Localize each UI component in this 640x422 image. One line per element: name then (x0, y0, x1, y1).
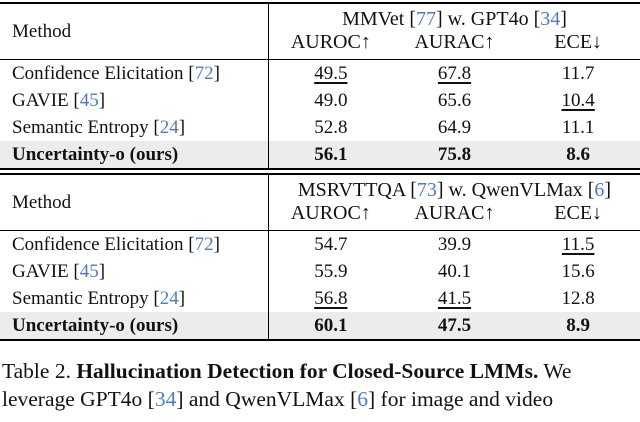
value-cells: 49.0 65.6 10.4 (268, 87, 640, 114)
value-cell: 75.8 (437, 144, 472, 165)
value-cell: 52.8 (314, 117, 348, 138)
value-cell: 60.1 (314, 315, 348, 336)
value-cell: 49.0 (314, 90, 348, 111)
column-header: ECE↓ (554, 202, 603, 224)
results-table-figure: Method MMVet [77] w. GPT4o [34] AUROC↑ AURA… (0, 2, 640, 413)
method-cell: Uncertainty-o (ours) (12, 315, 179, 336)
value-cells: 56.1 75.8 8.6 (268, 141, 640, 168)
value-cell: 39.9 (437, 234, 472, 255)
column-header: AUROC↑ (290, 31, 371, 53)
table-body: Confidence Elicitation [72] 54.7 39.9 11.5 G… (0, 230, 640, 339)
value-cell: 56.1 (314, 144, 348, 165)
method-cell: Semantic Entropy [24] (12, 117, 186, 138)
table-header: Method MMVet [77] w. GPT4o [34] AUROC↑ AURA… (0, 4, 640, 59)
table-caption: Table 2. Hallucination Detection for Clo… (2, 357, 638, 413)
citation-link[interactable]: 77 (415, 8, 436, 30)
table-row: Uncertainty-o (ours) 56.1 75.8 8.6 (0, 141, 640, 168)
citation-link[interactable]: 72 (194, 63, 214, 84)
value-cell: 56.8 (314, 288, 348, 309)
column-header: AURAC↑ (414, 31, 495, 53)
method-cell: Confidence Elicitation [72] (12, 234, 220, 255)
citation-link[interactable]: 45 (79, 261, 99, 282)
value-cell: 65.6 (437, 90, 472, 111)
benchmark-group-title: MMVet [77] w. GPT4o [34] (342, 8, 567, 30)
value-cell: 55.9 (314, 261, 348, 282)
value-cell: 67.8 (437, 63, 472, 84)
method-cell: GAVIE [45] (12, 90, 106, 111)
value-cell: 12.8 (561, 288, 595, 309)
value-cells: 52.8 64.9 11.1 (268, 114, 640, 141)
method-column-header: Method (12, 191, 72, 213)
citation-link[interactable]: 72 (194, 234, 214, 255)
benchmark-group-title: MSRVTTQA [73] w. QwenVLMax [6] (297, 179, 612, 201)
column-header: AURAC↑ (414, 202, 495, 224)
column-header: AUROC↑ (290, 202, 371, 224)
table-row: GAVIE [45] 55.9 40.1 15.6 (0, 258, 640, 285)
value-cell: 8.6 (566, 144, 591, 165)
metrics-header-group: MSRVTTQA [73] w. QwenVLMax [6] AUROC↑ AURA… (268, 175, 640, 230)
column-header: ECE↓ (554, 31, 603, 53)
citation-link[interactable]: 34 (154, 387, 177, 411)
citation-link[interactable]: 24 (159, 117, 179, 138)
method-cell: Semantic Entropy [24] (12, 288, 186, 309)
table-row: Confidence Elicitation [72] 54.7 39.9 11.5 (0, 231, 640, 258)
value-cells: 56.8 41.5 12.8 (268, 285, 640, 312)
results-table-1: Method MMVet [77] w. GPT4o [34] AUROC↑ AURA… (0, 2, 640, 170)
citation-link[interactable]: 45 (79, 90, 99, 111)
value-cell: 49.5 (314, 63, 348, 84)
citation-link[interactable]: 34 (540, 8, 561, 30)
value-cell: 15.6 (561, 261, 595, 282)
metrics-header-group: MMVet [77] w. GPT4o [34] AUROC↑ AURAC↑ ECE↓ (268, 4, 640, 59)
caption-label: Table 2. (2, 359, 71, 383)
method-cell: Confidence Elicitation [72] (12, 63, 220, 84)
value-cell: 40.1 (437, 261, 472, 282)
value-cell: 41.5 (437, 288, 472, 309)
table-header: Method MSRVTTQA [73] w. QwenVLMax [6] AURO… (0, 175, 640, 230)
method-column-header: Method (12, 20, 72, 42)
table-row: Confidence Elicitation [72] 49.5 67.8 11.7 (0, 60, 640, 87)
value-cell: 8.9 (566, 315, 591, 336)
method-cell: Uncertainty-o (ours) (12, 144, 179, 165)
value-cells: 55.9 40.1 15.6 (268, 258, 640, 285)
value-cell: 11.7 (561, 63, 595, 84)
caption-text: We leverage GPT4o [34] and QwenVLMax [6]… (2, 359, 572, 411)
tables-container: Method MMVet [77] w. GPT4o [34] AUROC↑ AURA… (0, 2, 640, 341)
value-cell: 64.9 (437, 117, 472, 138)
citation-link[interactable]: 6 (357, 387, 368, 411)
value-cell: 54.7 (314, 234, 348, 255)
caption-title: Hallucination Detection for Closed-Sourc… (76, 359, 539, 383)
value-cells: 54.7 39.9 11.5 (268, 231, 640, 258)
metric-column-headers: AUROC↑ AURAC↑ ECE↓ (269, 31, 640, 54)
table-row: Semantic Entropy [24] 56.8 41.5 12.8 (0, 285, 640, 312)
value-cell: 10.4 (561, 90, 595, 111)
table-row: Semantic Entropy [24] 52.8 64.9 11.1 (0, 114, 640, 141)
value-cell: 47.5 (437, 315, 472, 336)
citation-link[interactable]: 73 (416, 179, 437, 201)
value-cell: 11.5 (561, 234, 595, 255)
results-table-2: Method MSRVTTQA [73] w. QwenVLMax [6] AURO… (0, 173, 640, 341)
table-row: GAVIE [45] 49.0 65.6 10.4 (0, 87, 640, 114)
citation-link[interactable]: 24 (159, 288, 179, 309)
value-cell: 11.1 (561, 117, 595, 138)
value-cells: 60.1 47.5 8.9 (268, 312, 640, 339)
metric-column-headers: AUROC↑ AURAC↑ ECE↓ (269, 202, 640, 225)
value-cells: 49.5 67.8 11.7 (268, 60, 640, 87)
table-body: Confidence Elicitation [72] 49.5 67.8 11.7 G… (0, 59, 640, 168)
method-cell: GAVIE [45] (12, 261, 106, 282)
table-row: Uncertainty-o (ours) 60.1 47.5 8.9 (0, 312, 640, 339)
citation-link[interactable]: 6 (594, 179, 605, 201)
